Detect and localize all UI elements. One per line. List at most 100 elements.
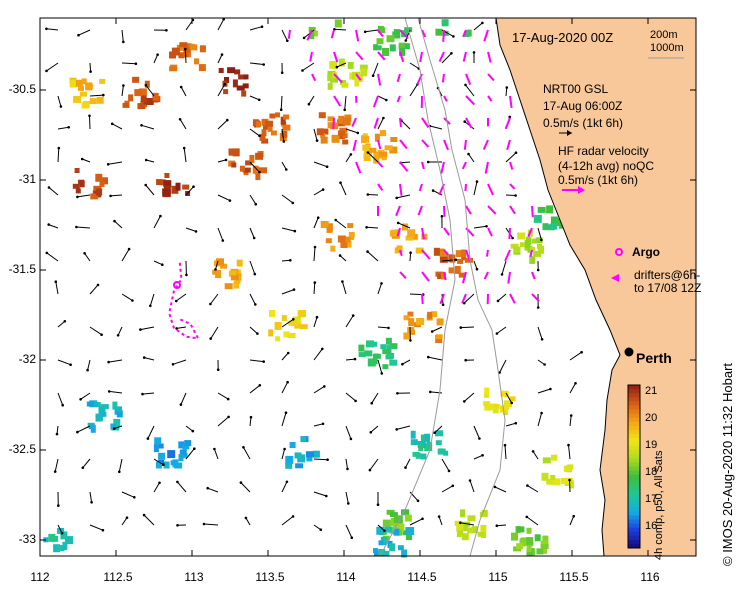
colorbar-swatch [628, 535, 640, 541]
sst-pixel [349, 72, 355, 80]
sst-pixel [232, 79, 238, 88]
sst-pixel [346, 240, 352, 248]
x-tick-label: 112.5 [103, 570, 133, 584]
current-arrow-head [292, 288, 296, 291]
current-arrow-shaft [400, 120, 411, 130]
sst-pixel [74, 168, 80, 173]
sst-pixel [374, 551, 382, 557]
current-arrow-shaft [143, 514, 155, 526]
current-arrow-shaft [409, 62, 419, 69]
y-tick-label: -33 [18, 532, 36, 546]
sst-pixel [537, 206, 546, 213]
radar-arrow [462, 29, 467, 38]
sst-pixel [234, 69, 241, 75]
radar-arrow [373, 117, 379, 129]
current-arrow-head [447, 469, 451, 473]
sst-pixel [338, 133, 345, 140]
current-arrow-head [500, 273, 504, 276]
radar-arrow [507, 271, 511, 284]
current-arrow-head [321, 422, 325, 426]
sst-pixel [101, 411, 107, 417]
sst-pixel [378, 549, 386, 555]
sst-pixel [256, 121, 261, 128]
radar-arrow [482, 139, 489, 150]
current-arrow-shaft [46, 28, 59, 31]
sst-pixel [320, 133, 326, 139]
sst-pixel [99, 180, 105, 187]
sst-pixel [541, 472, 549, 481]
current-arrow-shaft [249, 260, 256, 275]
radar-arrow [377, 183, 384, 191]
sst-pixel [48, 533, 56, 542]
sst-pixel [274, 321, 282, 330]
sst-pixel [347, 223, 354, 229]
sst-pixel [326, 226, 333, 233]
sst-pixel [439, 254, 448, 263]
current-arrow-head [536, 306, 540, 309]
current-arrow-head [83, 252, 86, 255]
sst-pixel [236, 259, 243, 267]
sst-pixel [373, 151, 382, 159]
sst-pixel [381, 550, 390, 556]
current-arrow-shaft [365, 29, 379, 33]
current-arrow-shaft [313, 128, 318, 141]
colorbar-swatch [628, 458, 640, 463]
current-arrow-head [481, 21, 484, 25]
sst-pixel [233, 281, 240, 289]
current-arrow-head [258, 134, 261, 138]
current-arrow-shaft [505, 87, 508, 97]
sst-pixel [229, 270, 236, 277]
current-arrow-head [366, 250, 369, 253]
sst-pixel [283, 331, 290, 338]
sst-pixel [366, 340, 374, 348]
sst-pixel [376, 526, 385, 535]
sst-pixel [182, 453, 188, 459]
sst-pixel [96, 188, 103, 196]
sst-pixel [467, 527, 474, 534]
sst-pixel [402, 223, 408, 231]
current-arrow-shaft [46, 252, 59, 262]
sst-pixel [458, 272, 466, 278]
radar-arrow [399, 249, 403, 257]
current-arrow-head [319, 528, 323, 531]
sst-pixel [212, 269, 219, 275]
current-arrow-head [69, 363, 72, 367]
y-tick-label: -31 [18, 172, 36, 186]
current-arrow-head [580, 350, 583, 354]
sst-pixel [424, 434, 430, 443]
x-tick-label: 115.5 [559, 570, 589, 584]
current-arrow-shaft [370, 425, 379, 433]
current-arrow-shaft [142, 392, 155, 395]
current-arrow-head [431, 189, 435, 192]
current-arrow-head [257, 98, 261, 102]
sst-pixel [95, 173, 103, 182]
sst-pixel [75, 79, 83, 87]
current-arrow-head [116, 334, 120, 337]
sst-pixel [231, 162, 237, 168]
current-arrow-head [127, 247, 131, 251]
current-arrow-head [216, 368, 220, 372]
current-arrow-shaft [76, 226, 91, 229]
sst-pixel [239, 165, 245, 172]
colorbar-label: 4h comp, p50, All Sats [653, 450, 665, 560]
current-arrow-head [86, 368, 89, 372]
sst-pixel [415, 247, 424, 254]
sst-pixel [530, 247, 536, 252]
radar-arrow [487, 183, 494, 196]
sst-pixel [100, 404, 109, 410]
current-arrow-shaft [57, 392, 64, 406]
radar-arrow [465, 205, 472, 215]
sst-pixel [516, 526, 525, 533]
sst-pixel [78, 85, 84, 91]
current-arrow-shaft [185, 448, 195, 460]
current-arrow-shaft [280, 95, 283, 110]
current-arrow-head [55, 432, 59, 436]
current-arrow-shaft [344, 95, 347, 110]
current-arrow-head [76, 430, 79, 434]
current-arrow-shaft [217, 159, 227, 163]
sst-pixel [435, 440, 442, 446]
sst-pixel [144, 80, 150, 88]
sst-pixel [230, 275, 239, 281]
radar-arrow [417, 205, 423, 216]
sst-pixel [492, 406, 499, 414]
